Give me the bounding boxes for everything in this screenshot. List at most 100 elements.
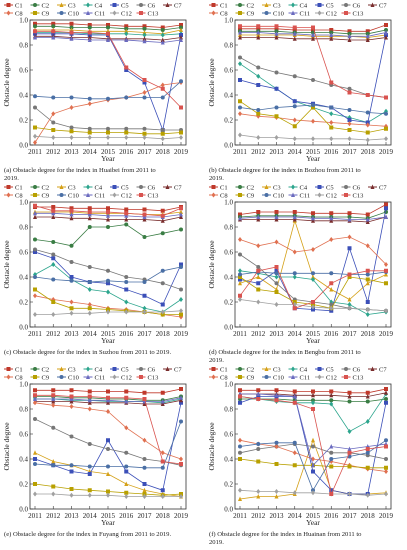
data-point bbox=[256, 394, 261, 399]
data-point bbox=[51, 128, 56, 132]
data-point bbox=[329, 488, 334, 493]
data-point bbox=[347, 108, 352, 112]
legend-label-c13: C13 bbox=[353, 11, 364, 18]
y-tick-label: 0.4 bbox=[224, 274, 233, 282]
data-point bbox=[87, 96, 92, 101]
data-point bbox=[292, 117, 297, 123]
data-point bbox=[142, 36, 147, 41]
data-point bbox=[33, 287, 37, 292]
legend-marker-c12 bbox=[112, 10, 117, 16]
data-point bbox=[87, 30, 92, 35]
legend-label-c4: C4 bbox=[300, 3, 308, 10]
x-tick-label: 2012 bbox=[251, 512, 266, 520]
legend-label-c7: C7 bbox=[379, 185, 387, 192]
data-point bbox=[329, 211, 334, 216]
data-point bbox=[124, 425, 129, 431]
legend: C1 C2 C3 C4 C5 C6 C7 C8 C9 C10 C11 C12 C13 bbox=[4, 366, 182, 382]
data-point bbox=[87, 442, 92, 446]
x-axis-label: Year bbox=[101, 518, 115, 527]
data-point bbox=[87, 287, 92, 292]
data-point bbox=[179, 35, 183, 40]
x-tick-label: 2018 bbox=[361, 148, 376, 156]
data-point bbox=[106, 489, 110, 494]
data-point bbox=[124, 222, 129, 227]
data-point bbox=[87, 265, 92, 269]
data-point bbox=[106, 309, 110, 315]
data-point bbox=[329, 444, 334, 449]
data-point bbox=[347, 302, 352, 307]
data-point bbox=[238, 24, 242, 29]
data-point bbox=[106, 397, 110, 403]
data-point bbox=[124, 490, 129, 495]
data-point bbox=[347, 464, 352, 469]
data-point bbox=[365, 277, 370, 282]
data-point bbox=[384, 387, 388, 391]
data-point bbox=[347, 429, 352, 434]
data-point bbox=[179, 27, 183, 32]
series-c8 bbox=[238, 111, 388, 129]
data-point bbox=[106, 210, 110, 214]
y-axis-label: Obstacle degree bbox=[207, 58, 216, 107]
data-point bbox=[160, 82, 165, 88]
legend-marker-c5 bbox=[112, 367, 117, 371]
legend-marker-c10 bbox=[59, 375, 64, 379]
data-point bbox=[160, 131, 165, 136]
legend-marker-c11 bbox=[291, 374, 295, 379]
data-point bbox=[87, 135, 92, 140]
data-point bbox=[33, 105, 37, 110]
data-point bbox=[69, 125, 74, 130]
data-point bbox=[274, 114, 279, 119]
data-point bbox=[160, 281, 165, 286]
data-point bbox=[51, 393, 56, 398]
x-tick-label: 2016 bbox=[324, 512, 339, 520]
data-point bbox=[33, 450, 37, 455]
series-c5 bbox=[33, 31, 183, 132]
legend-marker-c1 bbox=[211, 3, 216, 7]
legend-marker-c11 bbox=[86, 192, 90, 197]
series-line-c5 bbox=[34, 402, 182, 491]
legend-label-c12: C12 bbox=[326, 11, 337, 18]
data-point bbox=[124, 464, 129, 469]
legend-marker-c5 bbox=[317, 367, 322, 371]
data-point bbox=[106, 289, 110, 295]
y-axis-label: Obstacle degree bbox=[207, 422, 216, 471]
data-point bbox=[179, 312, 183, 317]
data-point bbox=[311, 25, 315, 30]
data-point bbox=[292, 440, 297, 445]
legend-label-c3: C3 bbox=[68, 185, 76, 192]
data-point bbox=[160, 450, 165, 456]
data-point bbox=[142, 95, 147, 100]
data-point bbox=[87, 35, 92, 40]
legend-marker-c11 bbox=[291, 192, 295, 197]
data-point bbox=[292, 31, 297, 36]
legend-label-c8: C8 bbox=[220, 375, 228, 382]
data-point bbox=[274, 392, 279, 398]
data-point bbox=[256, 32, 261, 37]
data-point bbox=[347, 450, 352, 455]
data-point bbox=[311, 136, 315, 142]
legend-label-c6: C6 bbox=[148, 3, 156, 10]
data-point bbox=[33, 417, 37, 421]
legend-marker-c12 bbox=[317, 192, 322, 198]
data-point bbox=[142, 305, 147, 311]
series-c4 bbox=[238, 61, 388, 125]
data-point bbox=[347, 121, 352, 127]
data-point bbox=[124, 481, 129, 486]
legend-marker-c9 bbox=[238, 11, 242, 15]
data-point bbox=[274, 268, 279, 273]
data-point bbox=[347, 394, 352, 399]
data-point bbox=[311, 78, 315, 82]
data-point bbox=[51, 463, 56, 468]
y-tick-label: 0.6 bbox=[224, 431, 233, 439]
data-point bbox=[87, 464, 92, 469]
series-c12 bbox=[33, 491, 183, 499]
x-tick-label: 2015 bbox=[101, 512, 116, 520]
series-line-c10 bbox=[34, 81, 182, 100]
data-point bbox=[238, 280, 242, 286]
legend-marker-c5 bbox=[317, 185, 322, 189]
data-point bbox=[179, 419, 183, 424]
data-point bbox=[69, 434, 74, 439]
legend-marker-c9 bbox=[33, 375, 37, 379]
data-point bbox=[124, 299, 129, 305]
legend-label-c2: C2 bbox=[247, 185, 255, 192]
